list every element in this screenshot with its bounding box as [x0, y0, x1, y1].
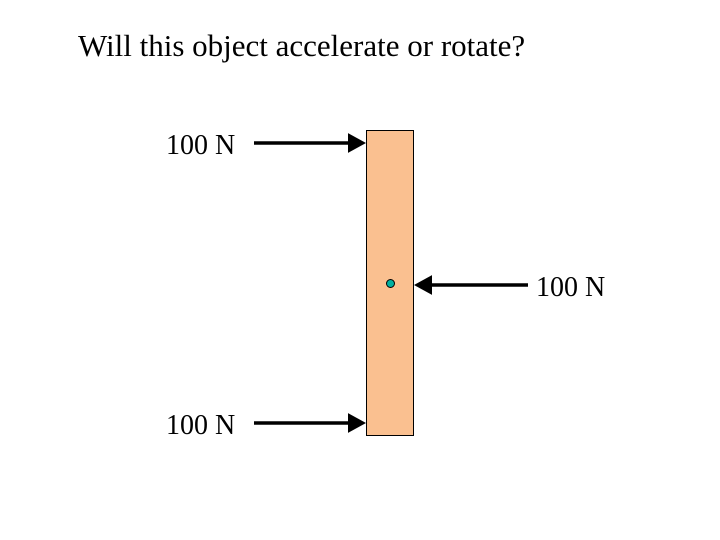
force-arrow-bottom-left — [0, 0, 720, 540]
force-label-middle-right: 100 N — [536, 272, 605, 304]
arrow-head — [348, 413, 366, 433]
force-label-top-left: 100 N — [166, 130, 235, 162]
diagram-canvas: Will this object accelerate or rotate? 1… — [0, 0, 720, 540]
force-label-bottom-left: 100 N — [166, 410, 235, 442]
